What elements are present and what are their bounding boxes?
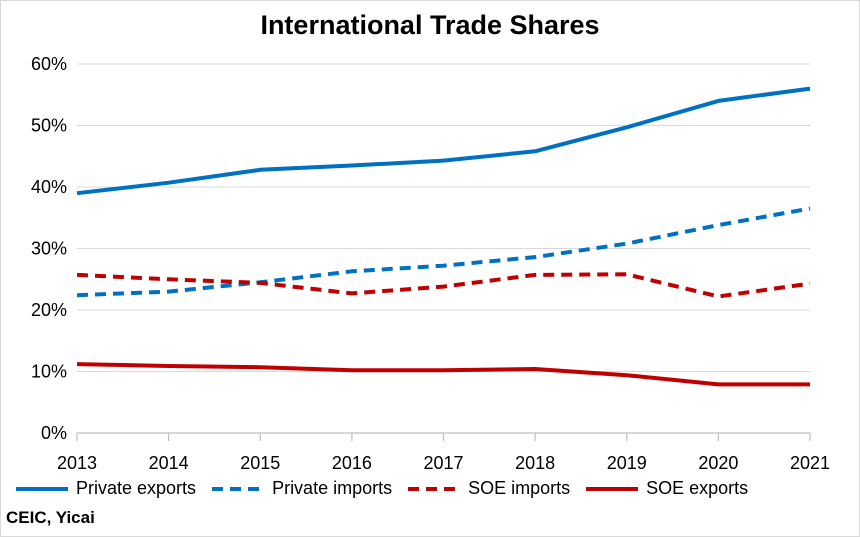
legend-item: Private exports [14,478,196,499]
legend-swatch [586,486,639,491]
legend-swatch [408,486,461,491]
series-line-private-imports [76,206,811,298]
legend-label: SOE exports [646,478,749,498]
y-tick-label: 40% [31,177,67,197]
x-tick-label: 2020 [698,453,738,473]
x-tick-label: 2019 [607,453,647,473]
x-tick-label: 2015 [240,453,280,473]
series-line-soe-exports [76,362,810,387]
legend-item: SOE exports [584,478,748,499]
source-note: CEIC, Yicai [6,508,95,527]
y-tick-label: 0% [41,423,67,443]
series-line-soe-imports [76,272,811,299]
x-tick-label: 2018 [515,453,555,473]
y-tick-label: 20% [31,300,67,320]
y-tick-label: 60% [31,54,67,74]
legend-swatch [16,486,68,491]
y-tick-label: 30% [31,239,67,259]
legend-swatch [212,486,265,491]
legend-item: Private imports [210,478,392,499]
y-tick-label: 10% [31,362,67,382]
legend-item: SOE imports [406,478,570,499]
x-tick-label: 2021 [790,453,830,473]
x-tick-label: 2013 [57,453,97,473]
x-tick-label: 2017 [423,453,463,473]
chart-legend: Private exports Private imports SOE import… [14,478,762,499]
series-line-private-exports [76,86,811,196]
legend-label: Private imports [272,478,393,498]
x-tick-label: 2014 [149,453,189,473]
legend-label: SOE imports [468,478,571,498]
chart-title: International Trade Shares [260,10,600,40]
legend-label: Private exports [76,478,197,498]
y-tick-label: 50% [31,116,67,136]
x-tick-label: 2016 [332,453,372,473]
